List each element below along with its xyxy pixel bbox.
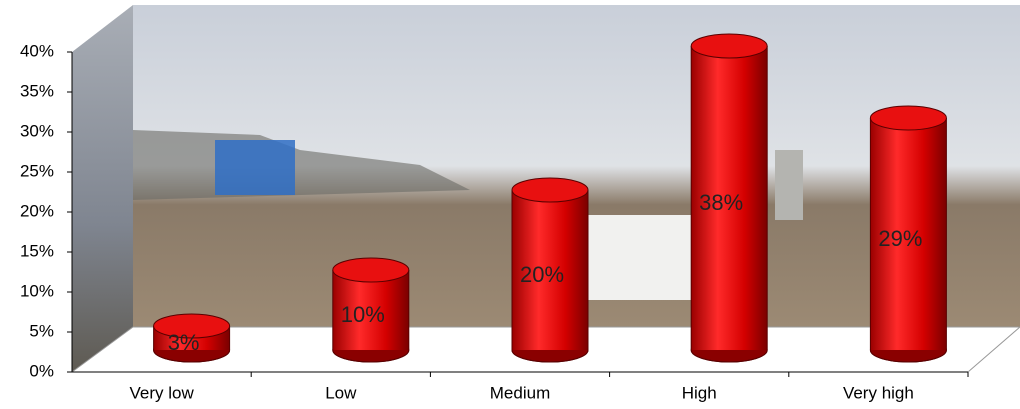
bar-outline	[511, 190, 589, 363]
value-label: 10%	[341, 302, 385, 327]
bar	[691, 46, 768, 350]
bar-outline	[869, 118, 947, 363]
value-label: 38%	[699, 190, 743, 215]
background-scene	[775, 150, 803, 220]
y-tick-label: 5%	[29, 321, 54, 340]
bar-outline	[153, 326, 231, 363]
value-label: 3%	[168, 330, 200, 355]
y-tick-label: 40%	[20, 41, 54, 60]
bar-outline	[332, 270, 410, 363]
bar-outline	[690, 46, 768, 363]
bar-top	[153, 313, 231, 339]
y-tick-label: 30%	[20, 121, 54, 140]
y-tick-label: 15%	[20, 241, 54, 260]
side-wall	[72, 5, 133, 372]
back-wall	[133, 5, 1020, 327]
y-tick-label: 25%	[20, 161, 54, 180]
x-tick-label: Medium	[490, 383, 550, 402]
y-tick-label: 0%	[29, 361, 54, 380]
bar-top	[869, 105, 947, 131]
bar-top	[332, 257, 410, 283]
bar-top	[511, 177, 589, 203]
background-scene	[215, 140, 295, 195]
bar	[332, 270, 409, 350]
bar	[512, 190, 588, 350]
value-label: 29%	[878, 226, 922, 251]
value-label: 20%	[520, 262, 564, 287]
x-tick-label: Very low	[129, 383, 194, 402]
y-tick-label: 10%	[20, 281, 54, 300]
y-tick-label: 20%	[20, 201, 54, 220]
bar-top	[690, 33, 768, 59]
x-tick-label: Very high	[843, 383, 914, 402]
bar	[870, 118, 947, 350]
x-tick-label: High	[682, 383, 717, 402]
background-scene	[588, 215, 698, 300]
y-tick-label: 35%	[20, 81, 54, 100]
x-tick-label: Low	[325, 383, 357, 402]
